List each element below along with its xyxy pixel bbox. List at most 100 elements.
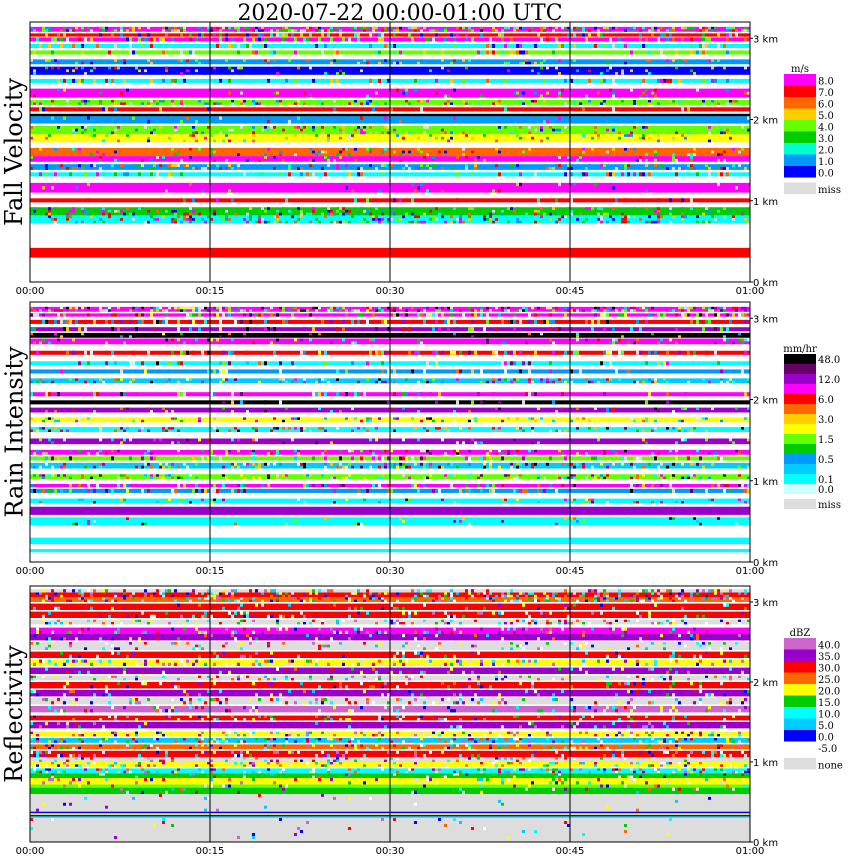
data-cell [30, 818, 33, 821]
data-cell [45, 392, 48, 397]
data-cell [618, 701, 621, 705]
data-cell [330, 319, 333, 324]
data-cell [192, 198, 195, 203]
data-cell [273, 462, 276, 466]
data-cell [90, 61, 93, 65]
data-cell [498, 172, 501, 177]
data-cell [339, 456, 342, 461]
data-cell [582, 220, 585, 224]
data-cell [285, 740, 288, 743]
data-cell [453, 501, 456, 504]
data-cell [549, 306, 552, 310]
data-cell [489, 212, 492, 216]
data-cell [603, 212, 606, 216]
data-cell [600, 757, 603, 760]
data-cell [300, 309, 303, 312]
data-cell [237, 164, 240, 168]
data-cell [594, 306, 597, 310]
data-cell [588, 407, 591, 411]
data-cell [459, 718, 462, 721]
data-cell [87, 361, 90, 366]
data-cell [180, 419, 183, 423]
data-cell [714, 29, 717, 32]
data-cell [717, 172, 720, 177]
data-cell [159, 462, 162, 466]
data-cell [588, 770, 591, 774]
data-cell [30, 731, 33, 734]
data-cell [516, 380, 519, 384]
data-cell [477, 156, 480, 159]
data-cell [303, 150, 306, 154]
data-cell [639, 158, 642, 162]
data-cell [84, 796, 87, 800]
data-cell [615, 198, 618, 203]
data-cell [561, 484, 564, 488]
data-cell [600, 164, 603, 168]
data-cell [453, 207, 456, 210]
data-cell [120, 209, 123, 213]
data-cell [33, 69, 36, 73]
data-cell [720, 131, 723, 135]
data-cell [360, 128, 363, 132]
legend-swatch [784, 85, 816, 97]
data-cell [243, 764, 246, 767]
data-cell [303, 327, 306, 332]
data-cell [165, 69, 168, 73]
data-cell [294, 78, 297, 83]
data-cell [684, 429, 687, 432]
data-cell [582, 134, 585, 137]
data-cell [510, 476, 513, 480]
data-cell [468, 207, 471, 210]
data-cell [81, 215, 84, 219]
data-cell [87, 417, 90, 420]
data-cell [561, 215, 564, 219]
data-cell [648, 378, 651, 381]
data-cell [288, 26, 291, 30]
data-cell [438, 488, 441, 493]
data-cell [273, 91, 276, 95]
data-cell [99, 462, 102, 466]
data-cell [351, 449, 354, 453]
data-cell [474, 441, 477, 445]
data-cell [243, 313, 246, 317]
data-cell [633, 215, 636, 219]
data-cell [123, 764, 126, 767]
data-cell [690, 770, 693, 774]
data-cell [480, 369, 483, 374]
data-cell [348, 136, 351, 140]
data-cell [114, 172, 117, 177]
data-cell [183, 341, 186, 345]
data-cell [42, 476, 45, 480]
data-cell [321, 698, 324, 702]
data-cell [216, 740, 219, 743]
data-cell [621, 750, 624, 754]
data-cell [408, 701, 411, 705]
data-cell [252, 778, 255, 782]
data-cell [150, 158, 153, 162]
data-cell [84, 37, 87, 42]
data-cell [210, 740, 213, 743]
data-cell [480, 698, 483, 702]
data-cell [252, 102, 255, 105]
data-cell [117, 484, 120, 488]
data-cell [162, 156, 165, 159]
data-cell [276, 698, 279, 702]
data-cell [747, 768, 750, 771]
data-cell [267, 220, 270, 224]
data-cell [738, 709, 741, 713]
data-cell [567, 172, 570, 177]
data-cell [99, 156, 102, 159]
data-cell [231, 462, 234, 466]
data-cell [318, 407, 321, 411]
data-cell [501, 498, 504, 502]
data-cell [36, 449, 39, 453]
data-cell [546, 378, 549, 381]
data-cell [219, 128, 222, 132]
data-cell [507, 378, 510, 381]
data-cell [312, 150, 315, 154]
data-cell [486, 313, 489, 317]
data-cell [507, 69, 510, 73]
data-cell [318, 150, 321, 154]
data-cell [351, 744, 354, 747]
data-cell [738, 313, 741, 317]
